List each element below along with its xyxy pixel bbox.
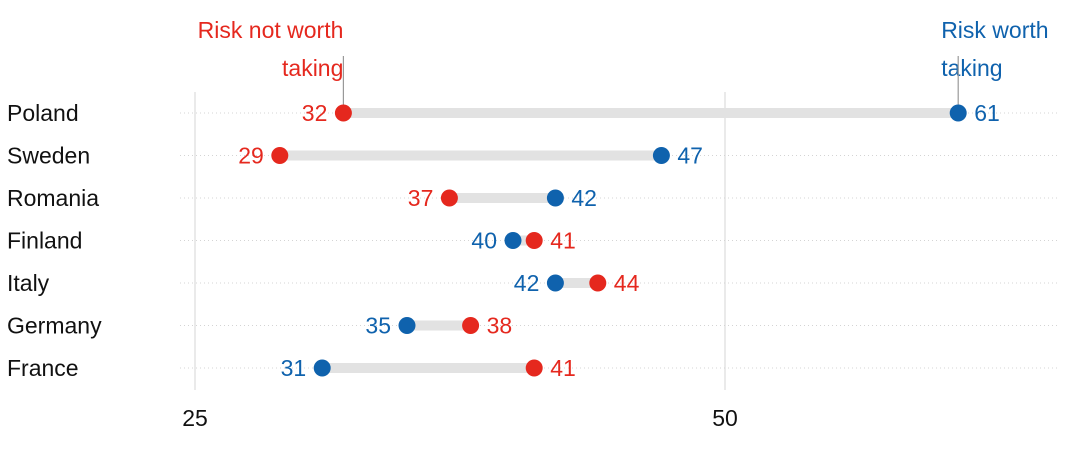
dot-worth [504,232,522,249]
value-label-worth: 40 [471,228,497,254]
dot-worth [652,147,670,164]
legend-worth-line1: Risk worth [941,17,1048,43]
value-label-worth: 31 [281,355,307,381]
value-label-not-worth: 38 [487,313,513,339]
value-label-worth: 42 [514,270,540,296]
dot-worth [313,359,331,377]
value-label-not-worth: 41 [550,228,576,254]
dot-not-worth [462,317,480,334]
value-label-not-worth: 37 [408,185,434,211]
dot-not-worth [440,189,458,207]
dot-worth [546,189,564,207]
value-label-worth: 61 [974,100,1000,126]
value-label-not-worth: 29 [238,143,264,169]
value-label-not-worth: 44 [614,270,640,296]
x-tick-label: 25 [182,405,208,431]
value-label-worth: 35 [365,313,391,339]
value-label-worth: 42 [571,185,597,211]
country-label: Romania [7,185,99,211]
x-tick-label: 50 [712,405,738,431]
value-label-not-worth: 32 [302,100,328,126]
x-axis: 25 50 [182,405,738,431]
country-label: Poland [7,100,79,126]
dot-not-worth [589,274,607,292]
country-label: Germany [7,313,102,339]
legend-not-worth-line1: Risk not worth [198,17,344,43]
country-label: Finland [7,228,82,254]
country-label: Sweden [7,143,90,169]
dot-not-worth [525,232,543,249]
value-label-not-worth: 41 [550,355,576,381]
value-label-worth: 47 [677,143,703,169]
legend: Risk not worth taking Risk worth taking [198,17,1049,105]
country-label: France [7,355,79,381]
dot-not-worth [525,359,543,377]
legend-worth-line2: taking [941,55,1002,81]
dot-worth [546,274,564,292]
country-label: Italy [7,270,50,296]
rows: Poland 32 61 Sweden 29 47 Romania 37 42 Finland 41… [7,100,1000,381]
dot-not-worth [271,147,289,164]
legend-not-worth-line2: taking [282,55,343,81]
dot-not-worth [334,104,352,122]
dot-worth [398,317,416,334]
gridlines [180,92,1060,390]
dot-worth [949,104,967,122]
